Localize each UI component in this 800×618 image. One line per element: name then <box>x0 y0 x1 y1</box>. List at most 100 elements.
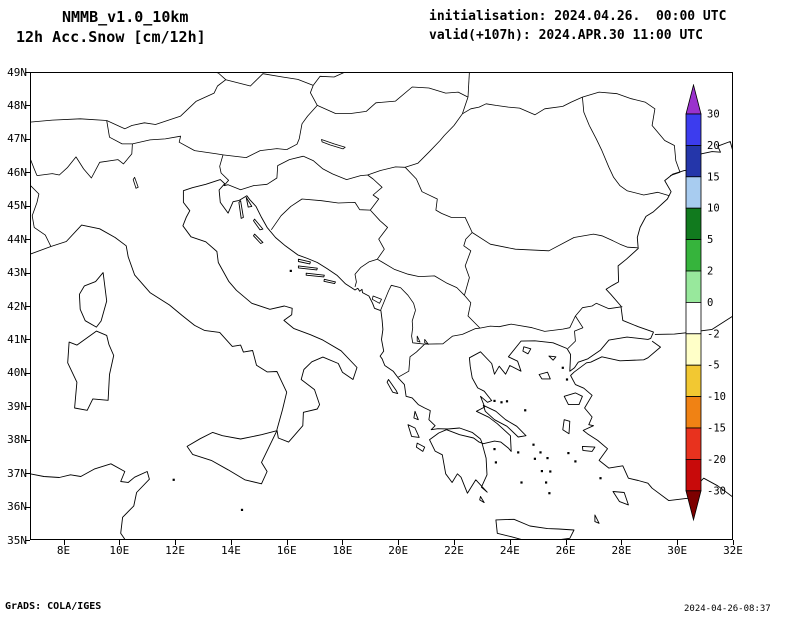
grads-credit: GrADS: COLA/IGES <box>5 601 102 612</box>
colorbar-segment <box>685 301 702 335</box>
island-outline <box>386 379 399 395</box>
lat-label: 49N <box>7 65 27 79</box>
island-outline <box>563 392 583 406</box>
country-border <box>132 135 224 156</box>
colorbar-segment <box>685 113 702 146</box>
colorbar-segment <box>685 207 702 240</box>
country-border <box>479 315 576 332</box>
coastline <box>30 463 150 540</box>
lat-tick <box>25 406 30 408</box>
small-island <box>500 401 503 404</box>
country-border <box>464 295 481 329</box>
lat-label: 43N <box>7 266 27 280</box>
lat-label: 40N <box>7 366 27 380</box>
country-border <box>582 97 628 192</box>
colorbar-level-label: 15 <box>707 171 720 183</box>
lon-tick <box>509 540 511 545</box>
creation-timestamp: 2024-04-26-08:37 <box>684 604 771 614</box>
map-canvas <box>30 72 733 540</box>
colorbar-level-label: -15 <box>707 423 726 435</box>
island-outline <box>305 272 325 278</box>
small-island <box>240 508 244 511</box>
lat-tick <box>25 540 30 541</box>
colorbar-level-label: -30 <box>707 485 726 497</box>
country-border <box>471 232 638 252</box>
lat-label: 36N <box>7 500 27 514</box>
lon-label: 8E <box>56 544 71 557</box>
lat-label: 45N <box>7 199 27 213</box>
coastline <box>570 340 733 502</box>
lon-tick <box>621 540 623 545</box>
island-outline <box>253 233 264 244</box>
init-time-label: initialisation: 2024.04.26. 00:00 UTC <box>429 9 727 24</box>
country-border <box>106 79 227 130</box>
island-outline <box>297 265 318 271</box>
small-island <box>565 378 569 381</box>
colorbar-segment <box>685 145 702 178</box>
lake-outline <box>321 139 346 150</box>
lon-label: 16E <box>276 544 297 557</box>
lon-label: 20E <box>388 544 409 557</box>
island-outline <box>323 278 336 285</box>
country-border <box>223 155 304 191</box>
lat-tick <box>25 205 30 207</box>
lon-label: 30E <box>667 544 688 557</box>
island-outline <box>495 518 575 540</box>
country-border <box>626 190 670 197</box>
small-island <box>533 457 536 460</box>
island-outline <box>415 442 426 452</box>
lon-label: 26E <box>555 544 576 557</box>
colorbar-segment <box>685 333 702 366</box>
country-border <box>309 85 318 106</box>
lat-tick <box>25 339 30 341</box>
country-border <box>567 315 584 349</box>
field-title: 12h Acc.Snow [cm/12h] <box>16 28 206 46</box>
country-border <box>214 72 227 80</box>
colorbar-segment <box>685 396 702 429</box>
lon-tick <box>63 540 65 545</box>
lat-tick <box>25 306 30 307</box>
country-border <box>303 155 368 180</box>
country-border <box>407 273 465 296</box>
country-border <box>462 96 469 114</box>
island-outline <box>297 258 311 265</box>
lat-label: 42N <box>7 299 27 313</box>
lat-label: 38N <box>7 433 27 447</box>
country-border <box>367 166 406 176</box>
island-outline <box>238 200 244 219</box>
colorbar-level-label: -5 <box>707 360 720 372</box>
island-outline <box>562 419 571 435</box>
lat-tick <box>25 372 30 374</box>
small-island <box>561 366 564 369</box>
country-border <box>30 158 38 176</box>
island-outline <box>522 346 532 355</box>
lon-tick <box>398 540 400 545</box>
country-border <box>380 284 401 311</box>
island-outline <box>581 445 596 452</box>
country-border <box>270 198 371 231</box>
country-border <box>286 105 318 150</box>
country-border <box>219 154 230 186</box>
map-border <box>30 72 733 540</box>
small-island <box>546 457 549 460</box>
island-outline <box>482 404 527 438</box>
lon-label: 10E <box>109 544 130 557</box>
country-border <box>400 287 416 311</box>
lat-tick <box>25 172 30 174</box>
small-island <box>540 470 543 473</box>
lon-label: 24E <box>499 544 520 557</box>
lat-label: 37N <box>7 466 27 480</box>
country-border <box>467 72 470 98</box>
small-island <box>532 443 535 446</box>
lat-tick <box>25 105 30 107</box>
country-border <box>312 72 346 86</box>
country-border <box>398 343 425 378</box>
island-outline <box>78 272 108 328</box>
lon-label: 12E <box>165 544 186 557</box>
lat-tick <box>25 138 30 140</box>
lon-label: 14E <box>220 544 241 557</box>
country-border <box>370 209 389 260</box>
small-island <box>289 269 292 272</box>
island-outline <box>479 496 485 504</box>
country-border <box>225 73 314 87</box>
